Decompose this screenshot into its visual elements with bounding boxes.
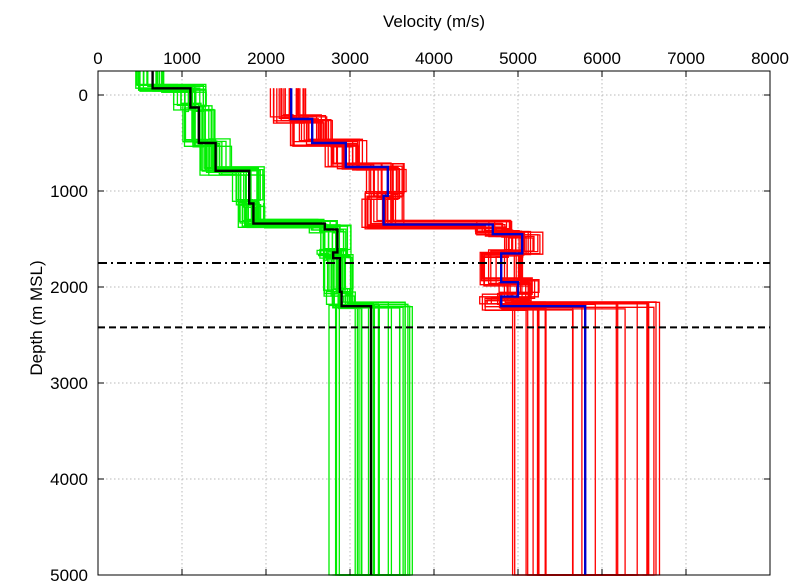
x-tick-label: 3000 [331, 49, 369, 68]
y-axis-title: Depth (m MSL) [27, 260, 46, 375]
vs-ensemble-line [162, 71, 413, 576]
vp-ensemble-line [288, 88, 619, 576]
vs-best-fit-line [151, 71, 373, 575]
vp-best-fit-line [290, 88, 587, 575]
vp-ensemble-line [269, 88, 552, 576]
vs-ensemble-line [146, 71, 392, 576]
vs-ensemble-line [135, 71, 389, 576]
plot-layer [135, 71, 661, 576]
reference-lines [98, 262, 770, 329]
x-tick-label: 7000 [667, 49, 705, 68]
vp-ensemble-line [272, 88, 592, 576]
tick-layer: 0 1000 2000 3000 4000 5000 6000 7000 8000 0 1000 20… [50, 49, 789, 585]
vp-ensemble-line [280, 88, 638, 576]
y-tick-label: 0 [79, 86, 88, 105]
y-tick-label: 1000 [50, 182, 88, 201]
vp-ensemble-line [289, 88, 626, 576]
x-tick-label: 6000 [583, 49, 621, 68]
y-tick-label: 4000 [50, 470, 88, 489]
x-tick-label: 4000 [415, 49, 453, 68]
grid-layer [98, 71, 770, 575]
vs-ensemble-line [139, 71, 406, 576]
vp-ensemble-line [295, 88, 608, 576]
x-tick-label: 1000 [163, 49, 201, 68]
y-tick-label: 2000 [50, 278, 88, 297]
vp-ensemble-line [273, 88, 592, 576]
y-tick-label: 5000 [50, 566, 88, 585]
x-tick-label: 0 [93, 49, 102, 68]
y-tick-label: 3000 [50, 374, 88, 393]
x-tick-label: 2000 [247, 49, 285, 68]
x-tick-label: 8000 [751, 49, 789, 68]
x-tick-label: 5000 [499, 49, 537, 68]
x-axis-title: Velocity (m/s) [383, 12, 485, 31]
